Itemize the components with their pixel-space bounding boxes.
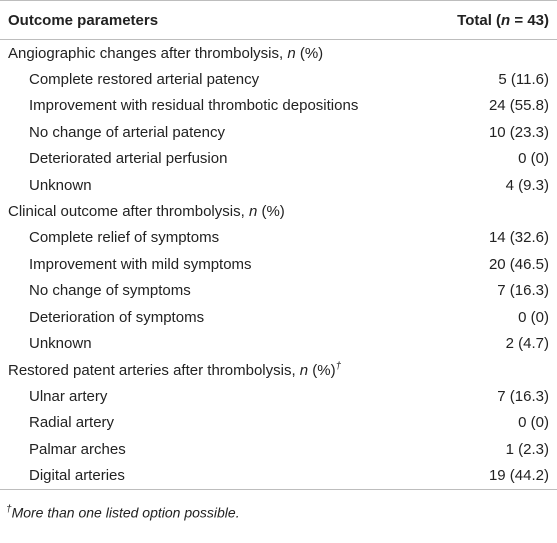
item-value: 5 (11.6) [498, 71, 549, 89]
item-row: No change of symptoms 7 (16.3) [0, 278, 557, 304]
item-label: Deteriorated arterial perfusion [29, 150, 228, 168]
italic-n: n [248, 203, 258, 221]
italic-n: n [299, 361, 309, 379]
text: Clinical outcome after thrombolysis, [8, 203, 249, 221]
item-label: No change of arterial patency [29, 123, 225, 141]
outcome-table: Outcome parameters Total (n = 43) Angiog… [0, 0, 557, 490]
section-row: Restored patent arteries after thromboly… [0, 357, 557, 383]
item-label: Unknown [29, 334, 92, 352]
item-row: Digital arteries 19 (44.2) [0, 462, 557, 489]
item-value: 7 (16.3) [497, 282, 549, 300]
section-row: Angiographic changes after thrombolysis,… [0, 40, 557, 67]
item-value: 10 (23.3) [488, 123, 549, 141]
item-value: 0 (0) [518, 414, 549, 432]
item-row: Ulnar artery 7 (16.3) [0, 383, 557, 409]
text: Angiographic changes after thrombolysis, [8, 44, 288, 62]
item-label: Complete relief of symptoms [29, 229, 220, 247]
section-title: Clinical outcome after thrombolysis, n (… [0, 198, 557, 224]
item-label: Radial artery [29, 414, 115, 432]
item-row: Deteriorated arterial perfusion 0 (0) [0, 146, 557, 172]
section-row: Clinical outcome after thrombolysis, n (… [0, 198, 557, 224]
footnote-text: More than one listed option possible. [11, 504, 240, 521]
text: Restored patent arteries after thromboly… [8, 361, 300, 379]
item-row: Complete restored arterial patency 5 (11.… [0, 66, 557, 92]
item-row: Radial artery 0 (0) [0, 409, 557, 435]
item-row: Complete relief of symptoms 14 (32.6) [0, 225, 557, 251]
item-value: 7 (16.3) [497, 387, 549, 405]
item-row: Unknown 2 (4.7) [0, 330, 557, 356]
italic-n: n [501, 11, 511, 29]
item-label: Palmar arches [29, 440, 126, 458]
item-label: No change of symptoms [29, 282, 191, 300]
item-value: 1 (2.3) [505, 440, 549, 458]
text: (%) [257, 203, 285, 221]
footnote-mark: † [6, 503, 12, 515]
header-total: Total (n = 43) [430, 0, 557, 40]
item-value: 19 (44.2) [488, 466, 549, 484]
header-row: Outcome parameters Total (n = 43) [0, 0, 557, 40]
text: Total ( [457, 11, 502, 29]
item-value: 20 (46.5) [488, 255, 549, 273]
item-value: 14 (32.6) [488, 229, 549, 247]
item-label: Improvement with residual thrombotic dep… [29, 97, 359, 115]
item-row: Improvement with mild symptoms 20 (46.5) [0, 251, 557, 277]
item-label: Unknown [29, 176, 92, 194]
text: (%) [308, 361, 336, 379]
item-value: 2 (4.7) [505, 334, 549, 352]
footnote: †More than one listed option possible. [0, 504, 557, 521]
text: (%) [295, 44, 324, 62]
item-label: Digital arteries [29, 466, 125, 484]
item-value: 4 (9.3) [505, 176, 549, 194]
item-row: No change of arterial patency 10 (23.3) [0, 119, 557, 145]
item-row: Unknown 4 (9.3) [0, 172, 557, 198]
item-value: 24 (55.8) [488, 97, 549, 115]
item-value: 0 (0) [518, 150, 549, 168]
item-label: Complete restored arterial patency [29, 71, 260, 89]
item-row: Palmar arches 1 (2.3) [0, 436, 557, 462]
table-body: Angiographic changes after thrombolysis,… [0, 40, 557, 490]
item-label: Ulnar artery [29, 387, 108, 405]
footnote-ref: † [335, 360, 342, 372]
item-label: Deterioration of symptoms [29, 308, 205, 326]
item-row: Deterioration of symptoms 0 (0) [0, 304, 557, 330]
section-title: Restored patent arteries after thromboly… [0, 357, 557, 383]
section-title: Angiographic changes after thrombolysis,… [0, 40, 557, 67]
italic-n: n [287, 44, 296, 62]
text: = 43) [510, 11, 549, 29]
item-value: 0 (0) [518, 308, 549, 326]
table-head: Outcome parameters Total (n = 43) [0, 0, 557, 40]
item-label: Improvement with mild symptoms [29, 255, 252, 273]
item-row: Improvement with residual thrombotic dep… [0, 93, 557, 119]
header-label: Outcome parameters [0, 0, 431, 40]
